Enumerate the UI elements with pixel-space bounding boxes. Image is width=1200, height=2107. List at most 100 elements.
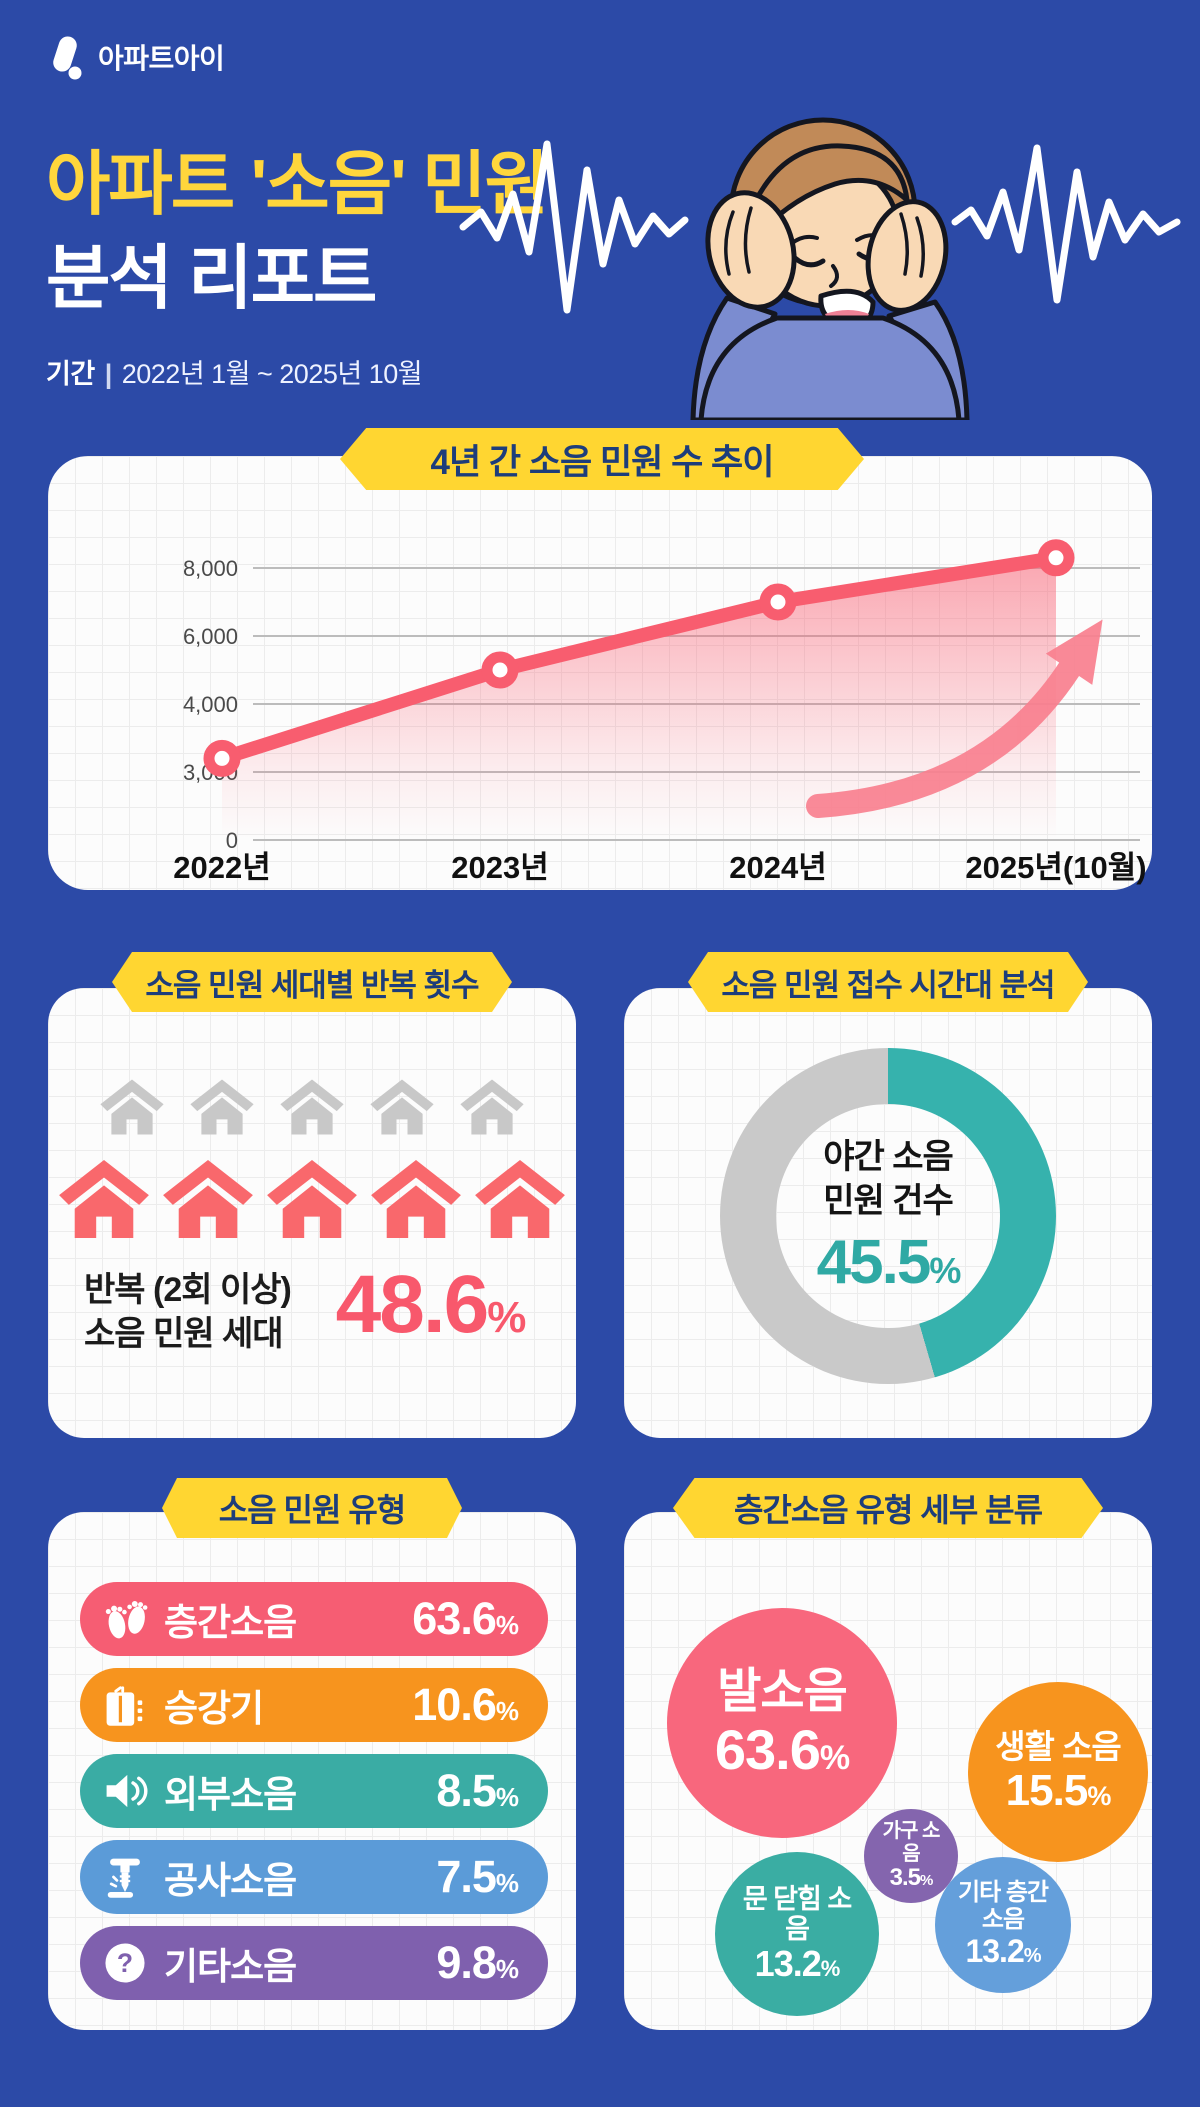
- house-icon: [190, 1079, 254, 1135]
- repeat-caption-line2: 소음 민원 세대: [84, 1315, 284, 1353]
- type-label: 공사소음: [164, 1860, 297, 1901]
- question-icon: ?: [102, 1940, 148, 1986]
- bubble-value-number: 13.2: [965, 1932, 1024, 1969]
- elevator-icon: [102, 1682, 148, 1728]
- report-period-label: 기간: [46, 359, 95, 389]
- donut-value-percent-sign: %: [929, 1249, 961, 1291]
- type-row-floor-noise: 층간소음 63.6%: [80, 1582, 548, 1656]
- bubble-value: 13.2%: [965, 1932, 1042, 1970]
- bubble-value-number: 15.5: [1005, 1765, 1089, 1815]
- house-icon: [163, 1159, 253, 1239]
- bubble-value: 3.5%: [890, 1864, 934, 1892]
- house-icon: [100, 1079, 164, 1135]
- brand-logo-text: 아파트아이: [98, 43, 225, 74]
- trend-chart-card: 8,000 6,000 4,000 3,000 0 2022년 2023년 20…: [48, 456, 1152, 890]
- trend-data-point: [759, 583, 797, 621]
- bubble-value: 15.5%: [1005, 1765, 1112, 1815]
- y-tick-6000: 6,000: [183, 624, 238, 649]
- trend-area-fill: [222, 557, 1056, 840]
- type-value: 9.8%: [436, 1937, 519, 1989]
- report-period: 기간 | 2022년 1월 ~ 2025년 10월: [46, 352, 423, 391]
- type-value: 8.5%: [436, 1765, 519, 1817]
- house-icon: [267, 1159, 357, 1239]
- brand-logo: 아파트아이: [46, 34, 225, 80]
- house-icon: [475, 1159, 565, 1239]
- soundwave-right-icon: [951, 144, 1181, 304]
- noise-distress-illustration: [459, 117, 1181, 420]
- donut-center-line1: 야간 소음: [823, 1137, 954, 1176]
- soundwave-left-icon: [459, 140, 689, 314]
- y-tick-8000: 8,000: [183, 556, 238, 581]
- bubble-value-percent-sign: %: [920, 1871, 933, 1889]
- brand-logo-icon: [53, 36, 82, 80]
- repeat-value: 48.6%: [300, 1258, 560, 1352]
- person-covering-ears: [690, 117, 970, 420]
- repeat-caption-line1: 반복 (2회 이상): [84, 1271, 292, 1309]
- bubble-label: 생활 소음: [995, 1727, 1122, 1765]
- bubble-label: 기타 층간소음: [958, 1879, 1049, 1934]
- page-title-line1: 아파트 '소음' 민원: [46, 145, 549, 223]
- bubble-value-percent-sign: %: [820, 1956, 841, 1982]
- type-value: 10.6%: [412, 1679, 519, 1731]
- bubble-furniture-noise: 가구 소음 3.5%: [864, 1809, 958, 1903]
- growth-arrow-icon: [806, 619, 1103, 818]
- period-separator: |: [104, 359, 113, 389]
- svg-text:?: ?: [117, 1948, 133, 1978]
- bubble-label: 발소음: [717, 1664, 847, 1718]
- bubble-value: 63.6%: [714, 1717, 850, 1782]
- bubble-other-floor-noise: 기타 층간소음 13.2%: [935, 1857, 1071, 1993]
- type-value-percent-sign: %: [495, 1696, 519, 1726]
- repeat-value-number: 48.6: [335, 1259, 490, 1350]
- trend-line-path: [215, 550, 1063, 766]
- house-icon: [371, 1159, 461, 1239]
- bubble-value: 13.2%: [755, 1943, 841, 1984]
- type-value: 63.6%: [412, 1593, 519, 1645]
- type-label: 외부소음: [164, 1774, 297, 1815]
- type-value-number: 7.5: [436, 1851, 497, 1902]
- trend-data-point: [481, 651, 519, 689]
- y-tick-4000: 4,000: [183, 692, 238, 717]
- type-label: 승강기: [164, 1688, 264, 1729]
- trend-data-point: [203, 739, 241, 777]
- bubble-door-noise: 문 닫힘 소음 13.2%: [715, 1852, 879, 2016]
- speaker-icon: [102, 1768, 148, 1814]
- time-donut-center: 야간 소음 민원 건수 45.5%: [776, 1104, 1000, 1328]
- bubble-value-percent-sign: %: [819, 1738, 850, 1777]
- type-value: 7.5%: [436, 1851, 519, 1903]
- type-value-percent-sign: %: [495, 1782, 519, 1812]
- bubble-value-percent-sign: %: [1087, 1780, 1111, 1811]
- house-icon: [460, 1079, 524, 1135]
- trend-line-chart: 8,000 6,000 4,000 3,000 0 2022년 2023년 20…: [173, 539, 1147, 885]
- house-icons-muted-row: [48, 1078, 576, 1136]
- x-tick-2022: 2022년: [173, 850, 270, 885]
- repeat-caption: 반복 (2회 이상) 소음 민원 세대: [84, 1268, 292, 1356]
- bubble-value-number: 63.6: [714, 1717, 821, 1781]
- type-value-percent-sign: %: [495, 1868, 519, 1898]
- types-section-banner: 소음 민원 유형: [162, 1478, 462, 1538]
- page-title-line2: 분석 리포트: [46, 239, 377, 317]
- repeat-section-banner: 소음 민원 세대별 반복 횟수: [112, 952, 512, 1012]
- house-icons-highlight-row: [48, 1158, 576, 1240]
- bubble-label: 가구 소음: [882, 1820, 941, 1865]
- type-row-elevator: 승강기 10.6%: [80, 1668, 548, 1742]
- time-section-banner: 소음 민원 접수 시간대 분석: [688, 952, 1088, 1012]
- trend-data-points: [203, 539, 1075, 777]
- type-label: 층간소음: [164, 1602, 297, 1643]
- house-icon: [280, 1079, 344, 1135]
- type-label: 기타소음: [164, 1946, 297, 1987]
- trend-data-point: [1037, 539, 1075, 577]
- bubble-living-noise: 생활 소음 15.5%: [968, 1682, 1148, 1862]
- x-axis-labels: 2022년 2023년 2024년 2025년(10월): [173, 850, 1146, 885]
- x-tick-2023: 2023년: [451, 850, 548, 885]
- type-row-other-noise: ? 기타소음 9.8%: [80, 1926, 548, 2000]
- bubble-value-percent-sign: %: [1023, 1944, 1042, 1967]
- bubble-foot-noise: 발소음 63.6%: [667, 1608, 897, 1838]
- footprints-icon: [102, 1596, 148, 1642]
- donut-center-line2: 민원 건수: [823, 1181, 954, 1220]
- drill-icon: [102, 1854, 148, 1900]
- x-tick-2025: 2025년(10월): [965, 850, 1146, 885]
- report-period-value: 2022년 1월 ~ 2025년 10월: [121, 359, 423, 389]
- trend-section-banner: 4년 간 소음 민원 수 추이: [340, 428, 864, 490]
- donut-center-value: 45.5%: [817, 1227, 962, 1298]
